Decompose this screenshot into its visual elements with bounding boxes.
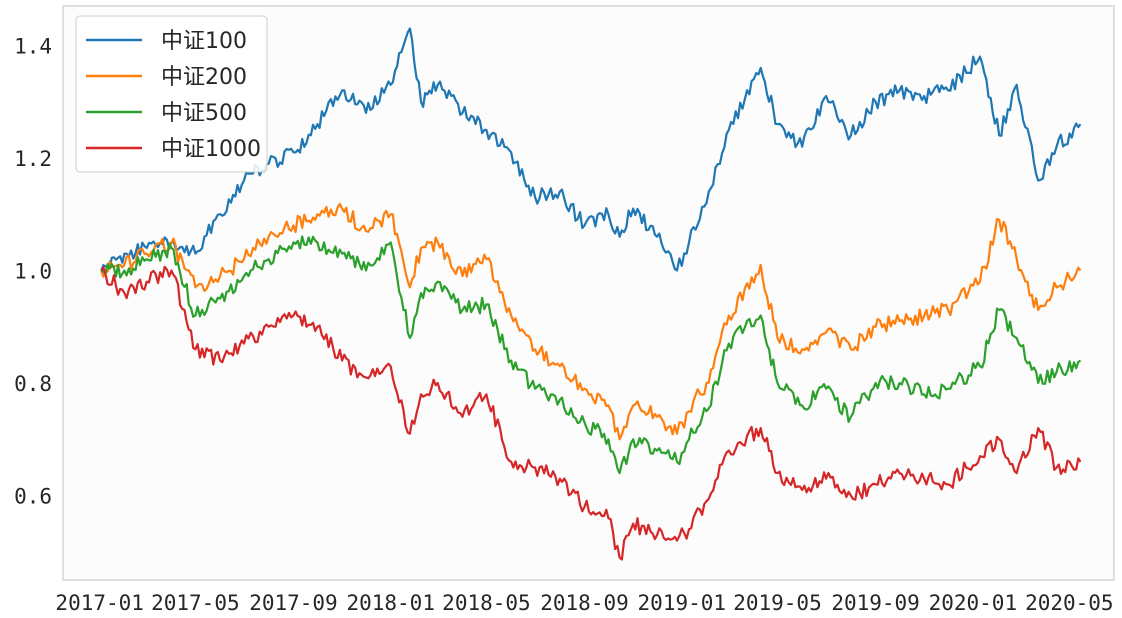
x-tick-label: 2017-01 bbox=[55, 591, 144, 615]
legend-label: 中证200 bbox=[161, 65, 247, 90]
legend-label: 中证100 bbox=[161, 29, 247, 54]
y-tick-label: 1.2 bbox=[14, 147, 52, 171]
legend-box bbox=[75, 15, 268, 173]
y-tick-label: 1.4 bbox=[14, 34, 52, 58]
series-line-4 bbox=[100, 265, 1082, 561]
x-tick-label: 2018-09 bbox=[540, 591, 629, 615]
x-tick-label: 2020-05 bbox=[1025, 591, 1114, 615]
y-axis-ticks: 0.6 0.8 1.0 1.2 1.4 bbox=[14, 34, 52, 508]
x-tick-label: 2020-01 bbox=[929, 591, 1018, 615]
series-line-2 bbox=[100, 202, 1082, 441]
y-tick-label: 0.8 bbox=[14, 372, 52, 396]
x-tick-label: 2017-05 bbox=[151, 591, 240, 615]
legend-label: 中证500 bbox=[161, 101, 247, 126]
legend-items: 中证100 中证200 中证500 中证1000 bbox=[86, 29, 261, 162]
legend-label: 中证1000 bbox=[161, 137, 261, 162]
x-tick-label: 2019-09 bbox=[831, 591, 920, 615]
x-tick-label: 2018-01 bbox=[346, 591, 435, 615]
x-tick-label: 2017-09 bbox=[249, 591, 338, 615]
y-tick-label: 0.6 bbox=[14, 485, 52, 509]
x-axis-ticks: 2017-01 2017-05 2017-09 2018-01 2018-05 2018-… bbox=[55, 591, 1113, 615]
x-tick-label: 2019-05 bbox=[733, 591, 822, 615]
x-tick-label: 2019-01 bbox=[638, 591, 727, 615]
series-line-3 bbox=[100, 235, 1082, 475]
y-tick-label: 1.0 bbox=[14, 259, 52, 283]
x-tick-label: 2018-05 bbox=[442, 591, 531, 615]
legend: 中证100 中证200 中证500 中证1000 bbox=[75, 15, 268, 173]
